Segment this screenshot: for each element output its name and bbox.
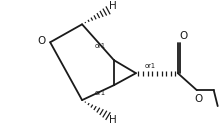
Text: or1: or1: [95, 90, 106, 96]
Text: or1: or1: [95, 43, 106, 49]
Text: O: O: [37, 36, 45, 46]
Text: O: O: [195, 94, 203, 104]
Text: H: H: [109, 1, 117, 11]
Text: H: H: [109, 115, 117, 125]
Text: or1: or1: [144, 63, 155, 69]
Text: O: O: [180, 31, 188, 41]
